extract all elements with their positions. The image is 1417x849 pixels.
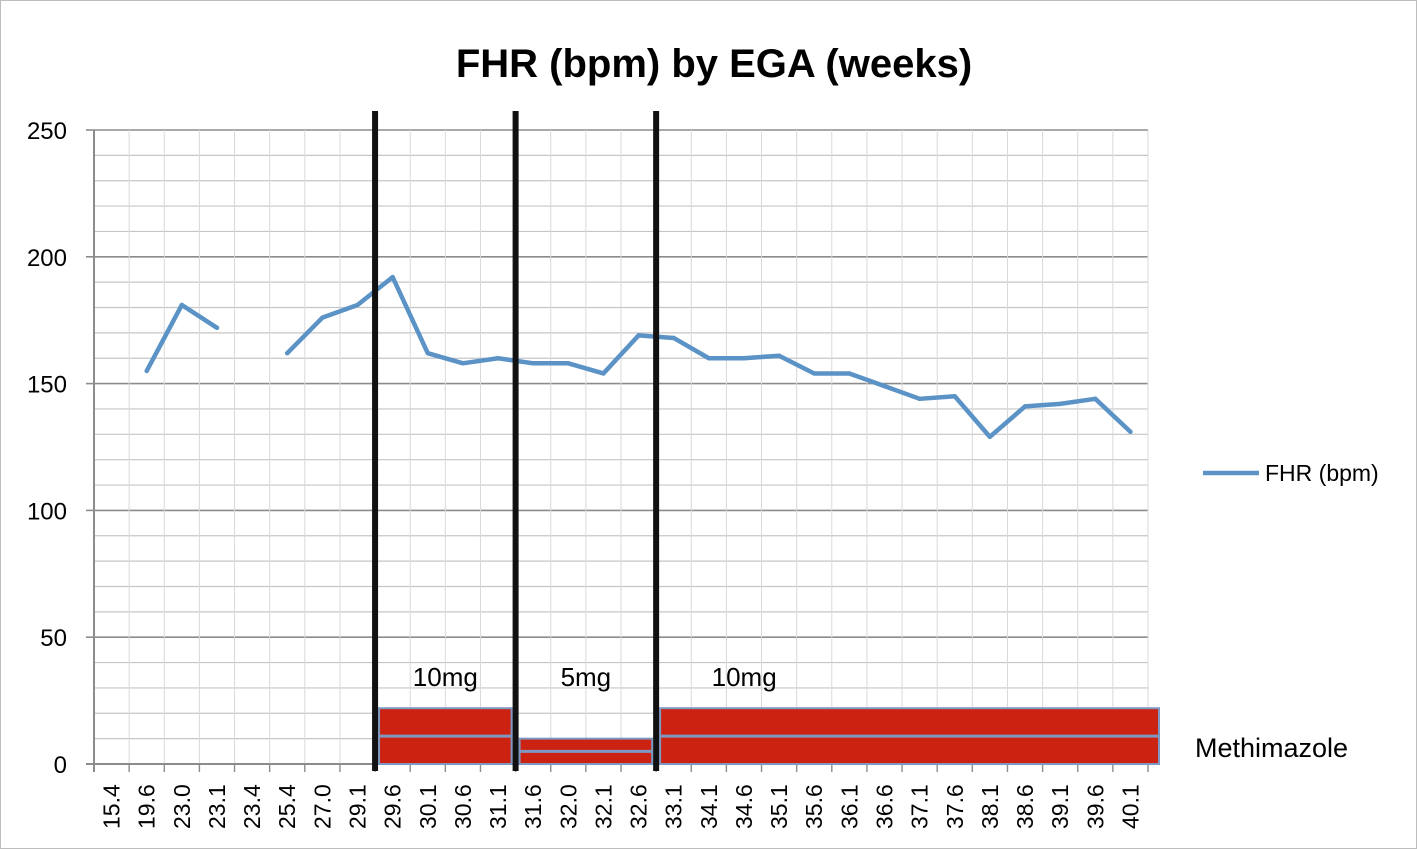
data-point [1093, 396, 1098, 402]
data-point [952, 394, 957, 399]
x-tick-label: 15.4 [99, 784, 125, 829]
data-point [917, 396, 922, 402]
data-point [390, 274, 395, 280]
x-tick-label: 37.6 [942, 784, 968, 829]
data-point [179, 302, 185, 308]
treatment-label: Methimazole [1195, 733, 1348, 763]
x-tick-label: 23.1 [204, 784, 230, 829]
y-tick-label: 150 [27, 372, 67, 399]
data-point [214, 325, 220, 331]
dose-label: 10mg [712, 662, 777, 692]
y-tick-label: 100 [27, 498, 67, 525]
x-tick-label: 32.1 [590, 784, 616, 829]
data-point [566, 361, 571, 366]
x-tick-label: 32.0 [555, 784, 581, 829]
series-lines [144, 274, 1133, 440]
x-tick-label: 29.6 [380, 784, 406, 829]
x-tick-label: 34.6 [731, 784, 757, 829]
x-tick-label: 37.1 [907, 784, 933, 829]
data-point [425, 350, 430, 356]
x-tick-label: 23.0 [169, 784, 195, 829]
x-tick-label: 31.1 [485, 784, 511, 829]
x-tick-label: 19.6 [134, 784, 160, 829]
x-tick-label: 40.1 [1117, 784, 1143, 829]
x-tick-label: 36.6 [872, 784, 898, 829]
x-tick-label: 35.1 [766, 784, 792, 829]
data-point [601, 371, 606, 376]
data-point [882, 383, 887, 389]
y-tick-label: 200 [27, 245, 67, 272]
gridlines [93, 129, 1149, 764]
x-tick-label: 30.6 [450, 784, 476, 829]
x-tick-label: 38.6 [1012, 784, 1038, 829]
data-point [776, 353, 782, 358]
x-tick-label: 29.1 [345, 784, 371, 829]
data-point [285, 350, 290, 356]
x-tick-label: 31.6 [520, 784, 546, 829]
x-tick-label: 30.1 [415, 784, 441, 829]
data-point [144, 368, 149, 374]
y-tick-label: 50 [40, 625, 67, 652]
legend: FHR (bpm) [1203, 460, 1379, 486]
dose-change-markers [372, 111, 660, 771]
x-tick-label: 35.6 [801, 784, 827, 829]
data-point [706, 356, 712, 361]
x-tick-label: 36.1 [836, 784, 862, 829]
data-point [1057, 401, 1063, 407]
data-point [355, 302, 360, 308]
x-tick-label: 33.1 [661, 784, 687, 829]
x-tick-label: 38.1 [977, 784, 1003, 829]
y-tick-label: 0 [54, 752, 67, 779]
data-point [812, 371, 817, 376]
legend-label: FHR (bpm) [1265, 460, 1379, 486]
x-tick-label: 39.1 [1047, 784, 1073, 829]
data-point [495, 356, 501, 361]
data-point [671, 335, 676, 341]
axes: 0 50 100 150 200 250 15.4 19.6 23.0 23.1 23.4 25.4 2… [27, 118, 1149, 829]
series-line-fhr [144, 302, 220, 374]
x-tick-label: 34.1 [696, 784, 722, 829]
x-tick-label: 25.4 [274, 784, 300, 829]
methimazole-bars [378, 707, 1161, 766]
data-point [320, 315, 325, 320]
x-tick-label: 27.0 [309, 784, 335, 829]
data-point [530, 361, 536, 366]
x-tick-label: 32.6 [626, 784, 652, 829]
chart-labels: 10mg 5mg 10mg Methimazole [413, 662, 1348, 763]
y-tick-label: 250 [27, 118, 67, 145]
x-tick-label: 23.4 [239, 784, 265, 829]
data-point [987, 434, 993, 440]
dose-label: 5mg [561, 662, 612, 692]
data-point [847, 371, 852, 376]
dose-label: 10mg [413, 662, 478, 692]
chart-title: FHR (bpm) by EGA (weeks) [456, 42, 972, 86]
data-point [460, 361, 466, 366]
data-point [1022, 404, 1028, 409]
data-point [1128, 429, 1133, 434]
x-tick-label: 39.6 [1082, 784, 1108, 829]
data-point [741, 356, 747, 361]
data-point [636, 333, 641, 338]
